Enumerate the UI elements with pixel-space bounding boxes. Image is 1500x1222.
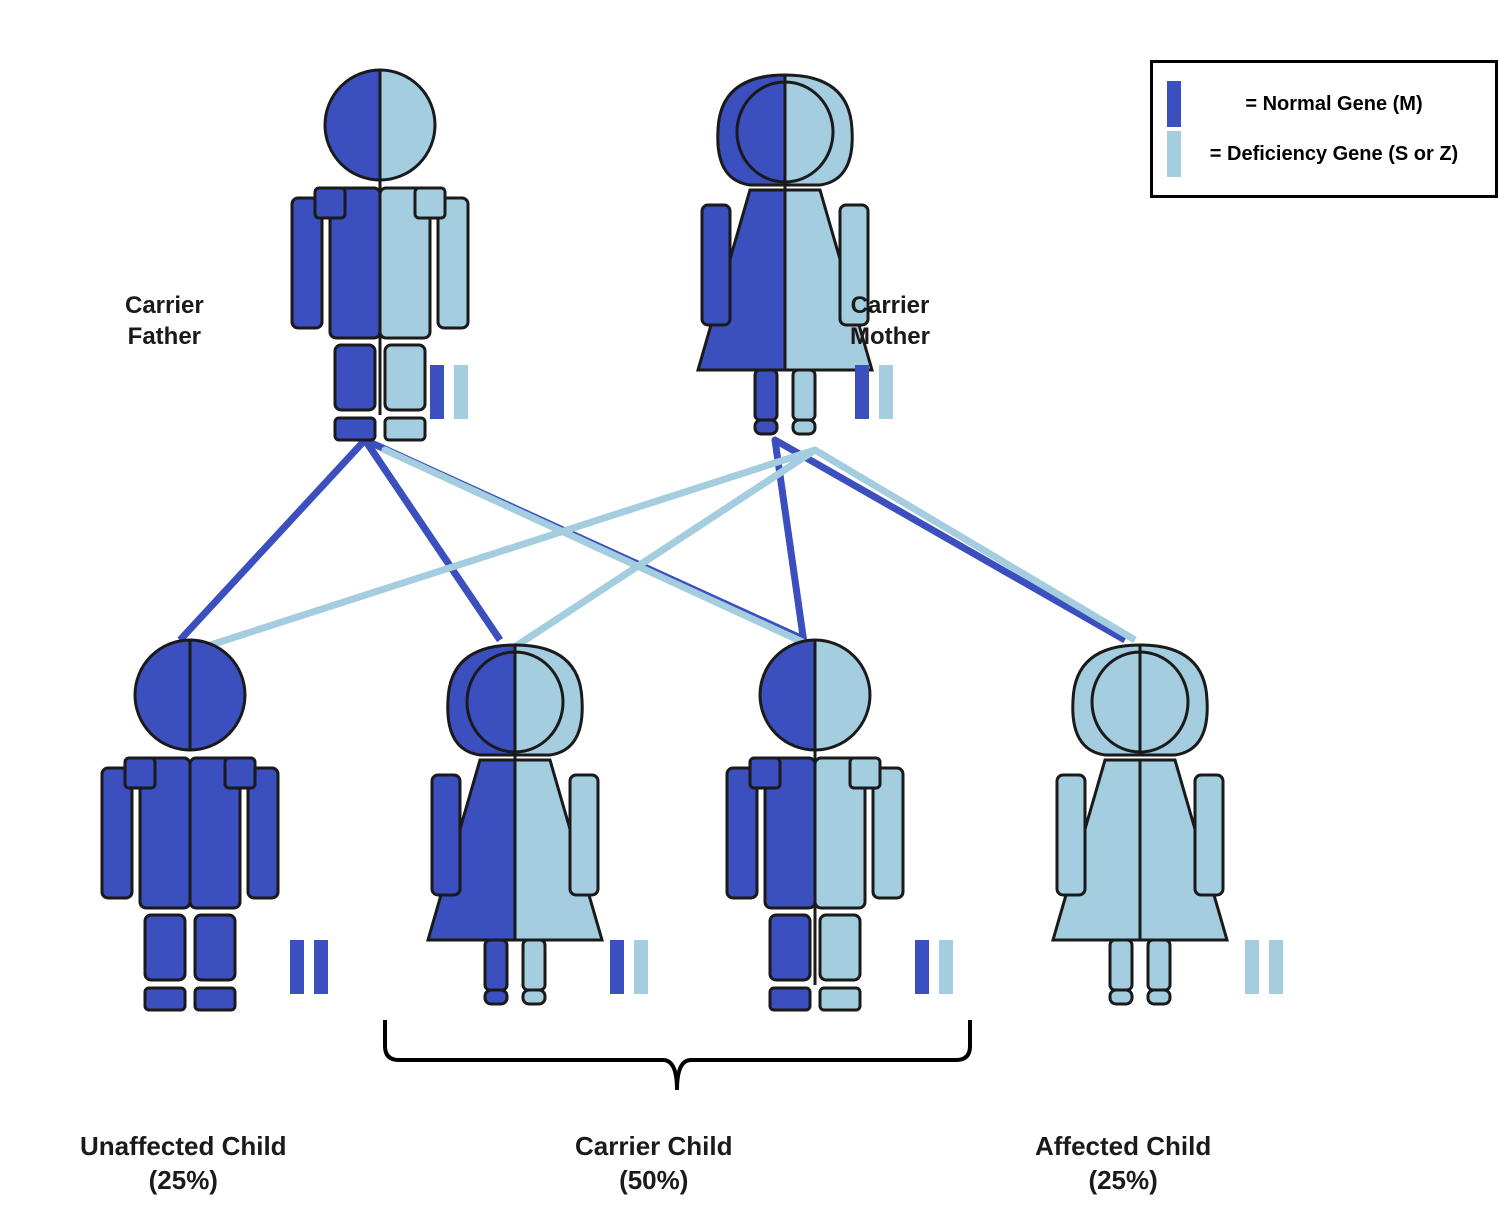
legend-color-bar: [1167, 81, 1181, 127]
gene-bar-deficiency_gene: [1245, 940, 1259, 994]
mother-figure: [698, 75, 872, 434]
inheritance-lines: [180, 440, 1135, 650]
father-label: Carrier Father: [125, 290, 204, 352]
affected-figure: [1053, 645, 1227, 1004]
carrier-brace: [385, 1020, 970, 1090]
mother-label: Carrier Mother: [850, 290, 930, 352]
gene-bar-normal_gene: [855, 365, 869, 419]
legend-label: = Deficiency Gene (S or Z): [1191, 142, 1477, 167]
carrier2-gene-pair: [915, 940, 953, 994]
unaffected-figure: [102, 640, 278, 1010]
unaffected-label: Unaffected Child (25%): [80, 1130, 287, 1198]
inheritance-line: [385, 450, 820, 650]
unaffected-gene-pair: [290, 940, 328, 994]
gene-bar-normal_gene: [430, 365, 444, 419]
inheritance-line: [180, 440, 500, 640]
gene-bar-deficiency_gene: [634, 940, 648, 994]
gene-bar-deficiency_gene: [879, 365, 893, 419]
gene-bar-normal_gene: [290, 940, 304, 994]
affected-label: Affected Child (25%): [1035, 1130, 1211, 1198]
carrier-group-label: Carrier Child (50%): [575, 1130, 733, 1198]
inheritance-line: [195, 450, 815, 650]
legend: = Normal Gene (M) = Deficiency Gene (S or…: [1150, 60, 1498, 198]
gene-bar-deficiency_gene: [1269, 940, 1283, 994]
gene-bar-deficiency_gene: [454, 365, 468, 419]
inheritance-diagram: = Normal Gene (M) = Deficiency Gene (S or…: [20, 20, 1480, 1202]
father-gene-pair: [430, 365, 468, 419]
legend-color-bar: [1167, 131, 1181, 177]
mother-gene-pair: [855, 365, 893, 419]
inheritance-line: [775, 440, 1125, 650]
gene-bar-deficiency_gene: [939, 940, 953, 994]
legend-label: = Normal Gene (M): [1191, 92, 1477, 117]
gene-bar-normal_gene: [915, 940, 929, 994]
legend-item: = Deficiency Gene (S or Z): [1167, 131, 1477, 177]
carrier1-figure: [428, 645, 602, 1004]
legend-item: = Normal Gene (M): [1167, 81, 1477, 127]
carrier1-gene-pair: [610, 940, 648, 994]
carrier2-figure: [727, 640, 903, 1010]
gene-bar-normal_gene: [314, 940, 328, 994]
affected-gene-pair: [1245, 940, 1283, 994]
gene-bar-normal_gene: [610, 940, 624, 994]
